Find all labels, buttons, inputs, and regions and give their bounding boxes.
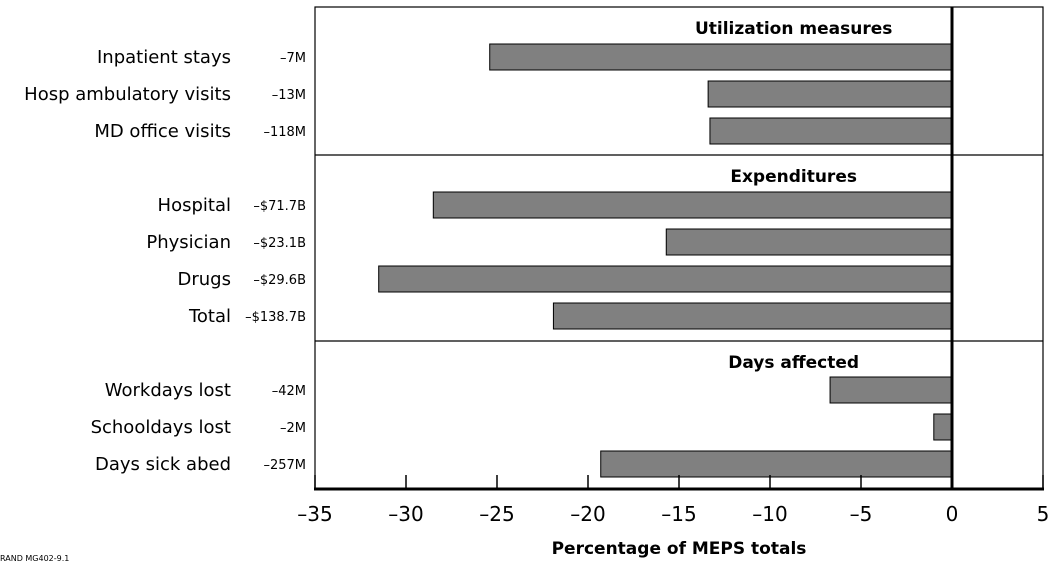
category-label: Schooldays lost bbox=[91, 417, 231, 438]
bar bbox=[933, 413, 953, 441]
x-tick-label: 0 bbox=[946, 502, 959, 526]
category-label: Inpatient stays bbox=[97, 47, 231, 68]
category-label: Drugs bbox=[178, 269, 231, 290]
section-title: Utilization measures bbox=[695, 19, 892, 39]
x-tick-label: –10 bbox=[752, 502, 787, 526]
category-label: Days sick abed bbox=[95, 454, 231, 475]
section-title: Days affected bbox=[728, 353, 859, 373]
total-label: –$29.6B bbox=[253, 273, 306, 288]
source-note: RAND MG402-9.1 bbox=[0, 554, 69, 563]
category-label: Hosp ambulatory visits bbox=[24, 84, 231, 105]
total-label: –$71.7B bbox=[253, 199, 306, 214]
x-tick-label: –20 bbox=[570, 502, 605, 526]
total-label: –13M bbox=[272, 88, 306, 103]
category-label: Physician bbox=[146, 232, 231, 253]
bar bbox=[665, 228, 953, 256]
x-tick-label: –35 bbox=[297, 502, 332, 526]
bar bbox=[432, 191, 953, 219]
total-label: –118M bbox=[263, 125, 306, 140]
category-label: Total bbox=[188, 306, 231, 327]
total-label: –$23.1B bbox=[253, 236, 306, 251]
total-label: –257M bbox=[263, 458, 306, 473]
x-tick-label: –25 bbox=[479, 502, 514, 526]
x-tick-label: –30 bbox=[388, 502, 423, 526]
section-title: Expenditures bbox=[730, 167, 857, 187]
bar bbox=[489, 43, 953, 71]
bar bbox=[378, 265, 953, 293]
bar bbox=[709, 117, 953, 145]
x-axis-title: Percentage of MEPS totals bbox=[552, 539, 807, 559]
total-label: –$138.7B bbox=[245, 310, 306, 325]
x-tick-label: 5 bbox=[1037, 502, 1050, 526]
bar bbox=[600, 450, 953, 478]
total-label: –42M bbox=[272, 384, 306, 399]
bar bbox=[552, 302, 953, 330]
total-label: –2M bbox=[280, 421, 306, 436]
bar bbox=[829, 376, 953, 404]
x-tick-label: –5 bbox=[850, 502, 873, 526]
category-label: MD office visits bbox=[94, 121, 231, 142]
total-label: –7M bbox=[280, 51, 306, 66]
bar bbox=[707, 80, 953, 108]
category-label: Hospital bbox=[158, 195, 231, 216]
category-label: Workdays lost bbox=[105, 380, 231, 401]
x-tick-label: –15 bbox=[661, 502, 696, 526]
